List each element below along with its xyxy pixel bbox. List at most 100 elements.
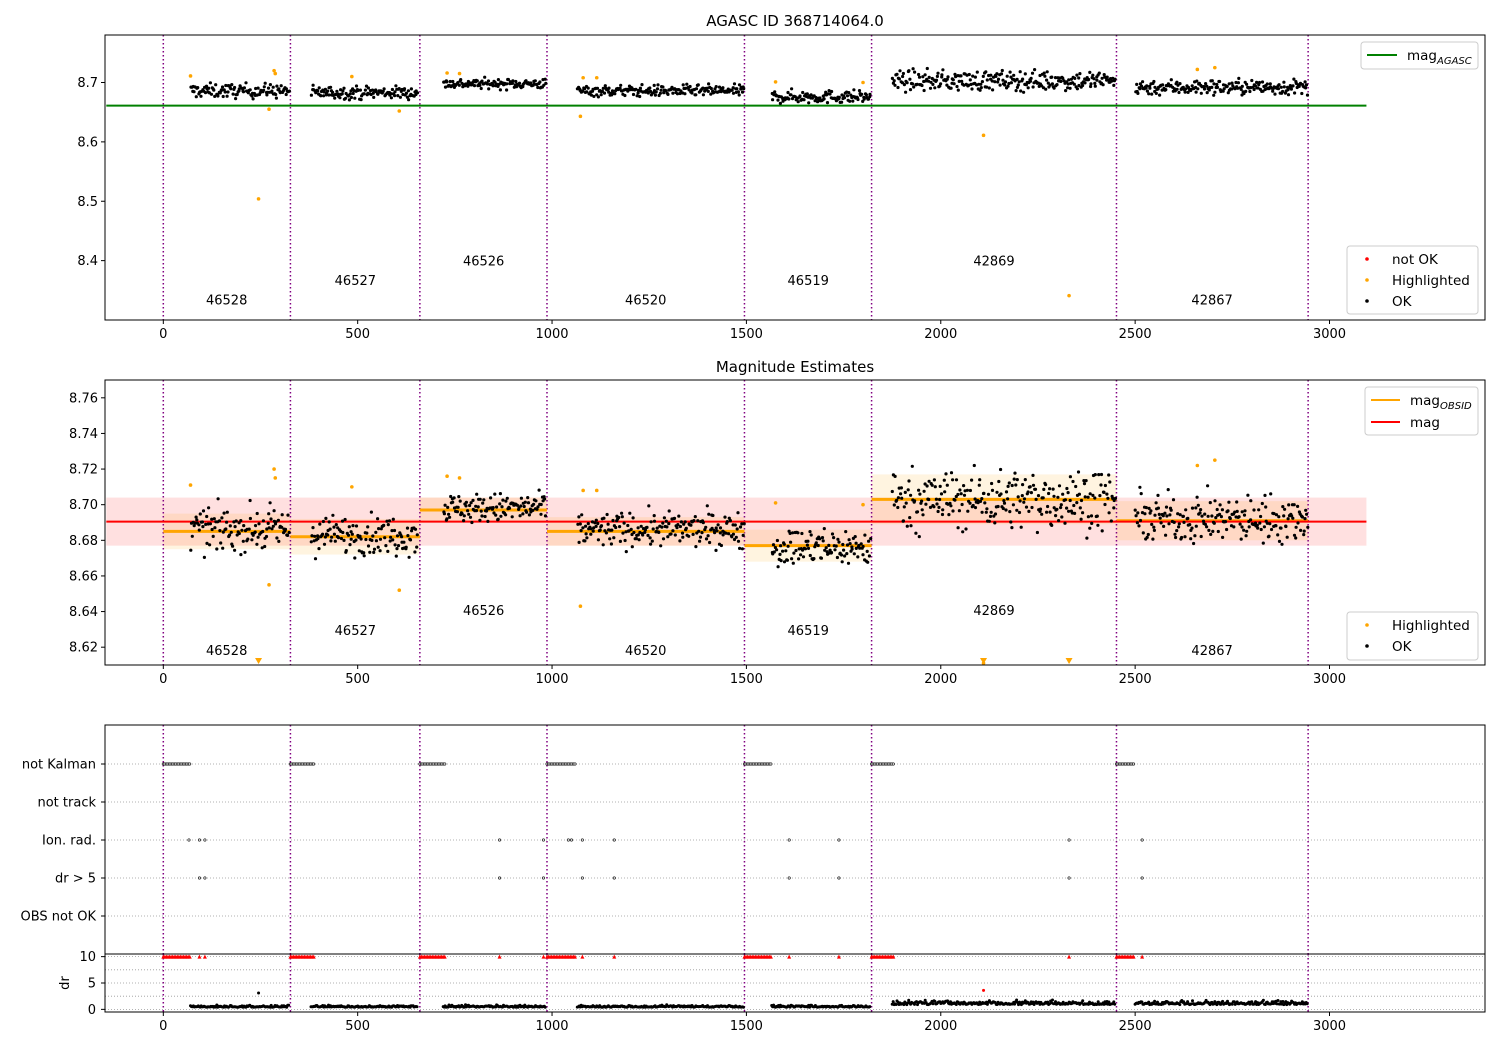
flag-point <box>837 876 841 880</box>
ok-point <box>251 533 255 537</box>
ok-point <box>338 96 342 100</box>
ok-point <box>993 512 998 516</box>
ok-point <box>1303 517 1307 521</box>
obsid-label: 46520 <box>625 294 666 309</box>
ok-point <box>646 91 650 95</box>
ok-point <box>535 507 539 511</box>
ok-point <box>624 550 628 554</box>
ok-point <box>275 84 279 88</box>
ok-point <box>1016 83 1020 87</box>
ok-point <box>382 87 386 91</box>
ok-point <box>1268 522 1272 526</box>
ok-point <box>1022 90 1026 94</box>
ok-point <box>1194 90 1198 94</box>
ok-point <box>468 503 472 508</box>
ok-point <box>366 525 370 529</box>
ok-point <box>972 463 976 468</box>
ok-point <box>673 533 677 537</box>
ok-point <box>1089 84 1093 89</box>
ok-point <box>341 530 345 535</box>
ok-point <box>806 539 810 543</box>
ok-point <box>1167 522 1171 526</box>
dr-y-tick-label: 10 <box>79 950 96 965</box>
ok-point <box>975 70 979 74</box>
ok-point <box>1004 490 1009 494</box>
ok-point <box>848 99 852 103</box>
ok-point <box>929 80 933 84</box>
ok-point <box>344 549 348 553</box>
ok-point <box>1225 84 1229 88</box>
ok-point <box>666 535 670 539</box>
ok-point <box>1021 483 1025 487</box>
ok-point <box>1253 521 1258 525</box>
ok-point <box>354 84 359 88</box>
dr-x-ticks: 0 500 1000 1500 2000 2500 3000 <box>159 1012 1346 1034</box>
ok-point <box>323 535 327 539</box>
ok-point <box>316 534 320 538</box>
ok-point <box>1075 87 1079 91</box>
ok-point <box>634 87 638 91</box>
ok-point <box>590 520 595 524</box>
ok-point <box>837 540 841 544</box>
ok-point <box>697 529 701 533</box>
ok-point <box>468 515 473 519</box>
ok-point <box>1210 85 1214 89</box>
ok-point <box>735 87 739 91</box>
ok-point <box>1207 528 1211 533</box>
ok-point <box>1038 507 1043 511</box>
ok-point <box>898 69 902 73</box>
obsid-label: 46527 <box>335 624 376 639</box>
ok-point <box>990 488 995 492</box>
ok-point <box>1194 524 1198 528</box>
ok-point <box>1018 499 1022 503</box>
ok-point <box>385 519 389 523</box>
ok-point <box>1076 470 1081 474</box>
ok-point <box>200 520 204 524</box>
dr-clipped-marker <box>541 954 546 959</box>
ok-point <box>476 505 480 509</box>
ok-point <box>742 87 746 91</box>
ok-point <box>322 94 326 98</box>
ok-point <box>978 88 982 92</box>
ok-point <box>1147 92 1151 96</box>
ok-point <box>678 539 682 543</box>
ok-point <box>1164 88 1168 92</box>
ok-point <box>661 537 666 541</box>
ok-point <box>923 482 927 486</box>
ok-point <box>652 83 656 87</box>
ok-point <box>705 504 709 508</box>
ok-point <box>231 92 235 96</box>
ok-point <box>217 519 222 523</box>
ok-point <box>324 516 328 521</box>
ok-point <box>705 86 709 90</box>
dr-point <box>1230 1002 1234 1006</box>
out-of-range-marker <box>980 658 988 664</box>
ok-point <box>796 531 800 535</box>
ok-point <box>457 83 461 87</box>
x-tick-label: 1000 <box>535 1019 568 1034</box>
ok-point <box>1017 80 1021 84</box>
ok-point <box>1237 76 1241 80</box>
ok-point <box>390 529 394 533</box>
ok-point <box>771 543 776 547</box>
ok-point <box>376 545 380 549</box>
ok-point <box>984 510 988 514</box>
ok-point <box>220 516 224 520</box>
x-tick-label: 2000 <box>924 327 957 342</box>
ok-point <box>1252 87 1256 92</box>
ok-point <box>479 86 483 91</box>
y-tick-label: 8.70 <box>69 498 98 513</box>
ok-point <box>775 548 779 552</box>
ok-point <box>942 478 946 482</box>
ok-point <box>808 553 812 558</box>
ok-point <box>909 493 913 497</box>
dr-point <box>1051 998 1054 1002</box>
ok-point <box>830 532 835 536</box>
ok-point <box>229 87 233 91</box>
ok-point <box>526 501 531 505</box>
ok-point <box>269 517 273 521</box>
ok-point <box>778 101 783 105</box>
ok-point <box>700 531 704 535</box>
